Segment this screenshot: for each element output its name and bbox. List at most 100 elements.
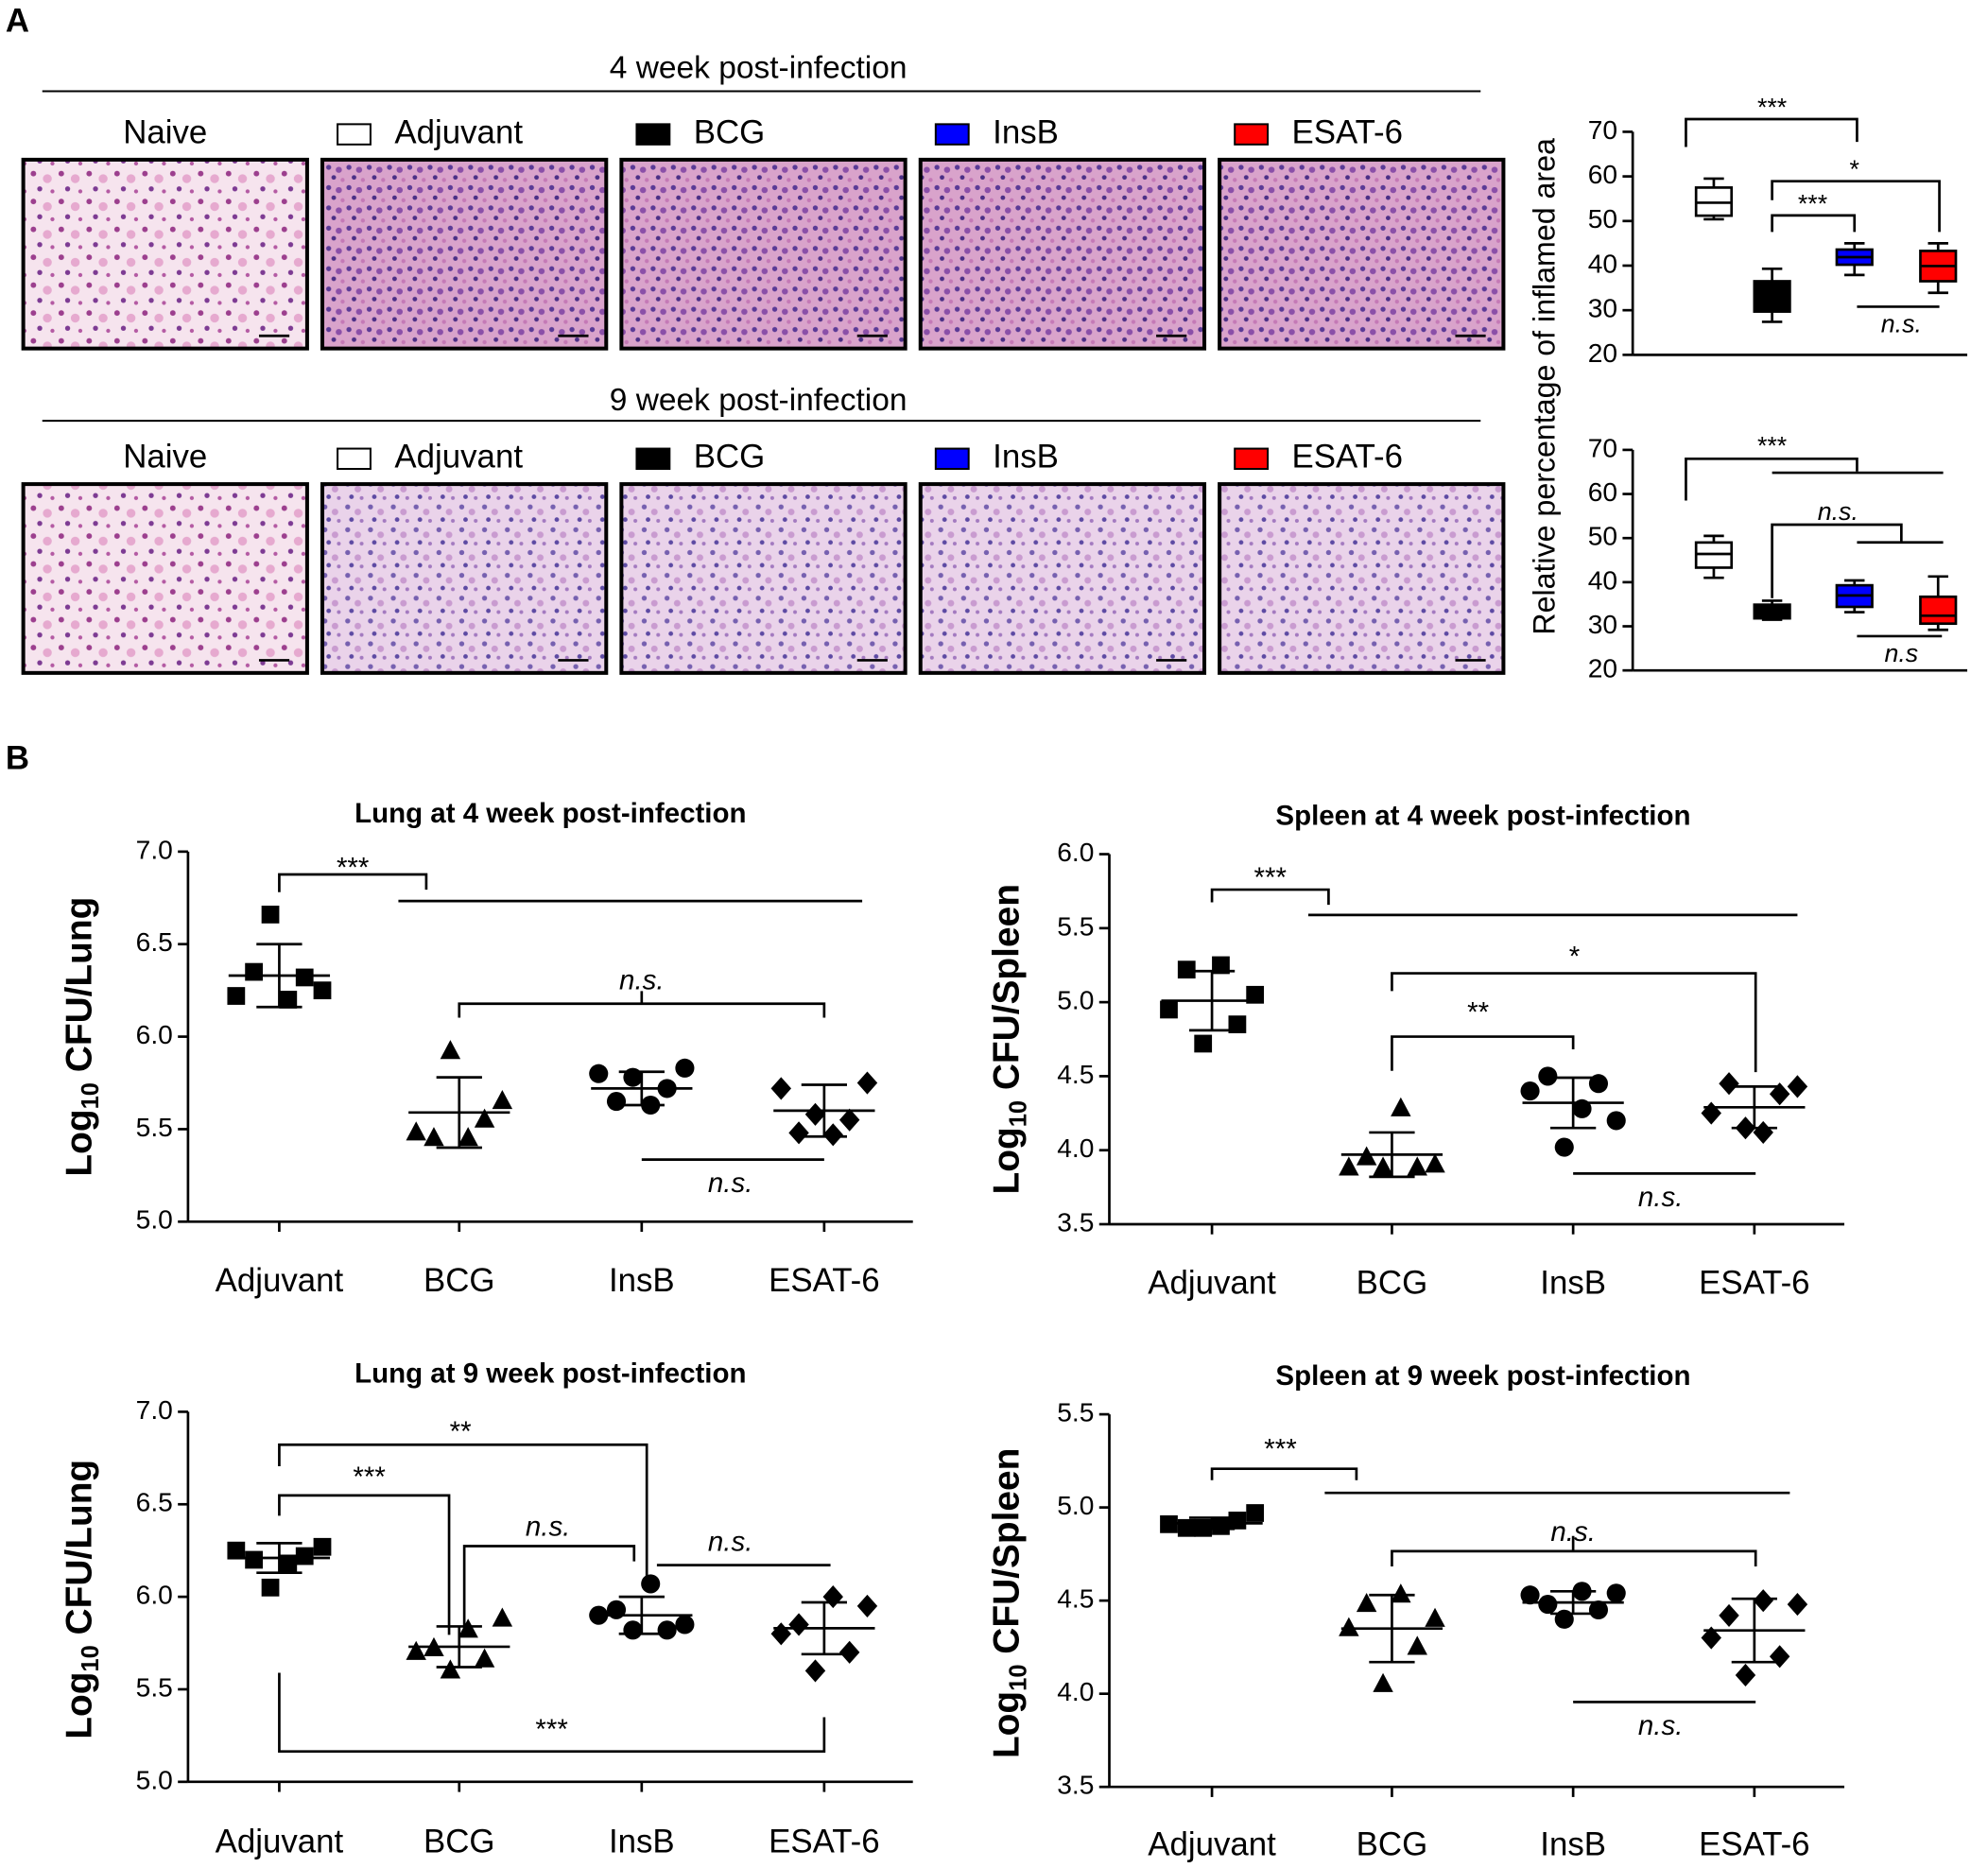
data-point xyxy=(227,987,246,1005)
y-tick-label: 5.5 xyxy=(1057,911,1094,941)
y-tick-label: 70 xyxy=(1588,433,1617,462)
micrograph xyxy=(918,482,1207,675)
group-label: InsB xyxy=(993,113,1059,150)
y-tick-label: 6.5 xyxy=(136,927,173,957)
data-point xyxy=(474,1108,495,1128)
y-axis-label-sub: 10 xyxy=(1005,1664,1031,1690)
data-point xyxy=(1787,1075,1808,1098)
y-axis-label: Log10 CFU/Lung xyxy=(60,897,104,1177)
data-point xyxy=(657,1620,677,1640)
data-point xyxy=(770,1077,792,1100)
legend-swatch xyxy=(934,123,970,146)
data-point xyxy=(770,1622,792,1646)
y-tick-label: 4.5 xyxy=(1057,1060,1094,1089)
data-point xyxy=(1425,1607,1445,1627)
legend-swatch xyxy=(635,123,671,146)
significance-label: n.s. xyxy=(1638,1182,1684,1213)
micrograph xyxy=(1218,157,1506,351)
data-point xyxy=(424,1127,444,1147)
y-axis-label-part: Log xyxy=(987,1691,1028,1758)
data-point xyxy=(1753,1589,1773,1613)
data-point xyxy=(1719,1603,1739,1627)
x-tick-label: BCG xyxy=(1357,1825,1428,1862)
data-point xyxy=(406,1121,426,1141)
data-point xyxy=(1177,960,1196,979)
data-point xyxy=(1538,1066,1558,1086)
y-tick-label: 20 xyxy=(1588,654,1617,683)
significance-label: n.s. xyxy=(1881,310,1922,338)
significance-label: n.s. xyxy=(1818,497,1858,526)
y-axis-label-part: CFU/Lung xyxy=(60,1460,100,1645)
significance-label: *** xyxy=(1757,93,1788,121)
bracket xyxy=(278,1672,826,1754)
x-tick-label: Adjuvant xyxy=(216,1262,344,1299)
micrograph xyxy=(21,482,309,675)
data-point xyxy=(245,962,263,981)
significance-label: ** xyxy=(1467,996,1489,1028)
y-tick-label: 7.0 xyxy=(136,1395,173,1425)
y-tick-label: 5.5 xyxy=(1057,1398,1094,1427)
y-tick-label: 6.0 xyxy=(136,1020,173,1049)
data-point xyxy=(1407,1635,1427,1655)
micrograph xyxy=(320,482,609,675)
data-point xyxy=(1212,1516,1230,1535)
significance-label: *** xyxy=(1798,189,1828,217)
data-point xyxy=(1339,1617,1359,1636)
data-point xyxy=(606,1092,627,1112)
micrograph xyxy=(1218,482,1506,675)
data-point xyxy=(474,1648,495,1668)
micrograph xyxy=(619,157,908,351)
data-point xyxy=(458,1127,478,1147)
data-point xyxy=(641,1574,661,1594)
data-point xyxy=(261,1578,280,1597)
box xyxy=(1753,280,1791,313)
x-tick-label: BCG xyxy=(424,1824,495,1860)
bracket xyxy=(458,991,826,1018)
x-tick-label: Adjuvant xyxy=(1148,1825,1276,1862)
x-tick-label: Adjuvant xyxy=(216,1824,344,1860)
data-point xyxy=(822,1585,843,1609)
y-tick-label: 6.0 xyxy=(136,1581,173,1610)
panel-label: A xyxy=(6,2,29,39)
y-tick-label: 5.0 xyxy=(136,1765,173,1794)
data-point xyxy=(1194,1034,1213,1053)
significance-label: n.s. xyxy=(1638,1710,1684,1741)
legend-swatch xyxy=(635,447,671,471)
data-point xyxy=(1391,1583,1411,1603)
group-label: Naive xyxy=(123,438,207,475)
group-label: InsB xyxy=(993,438,1059,475)
y-tick-label: 40 xyxy=(1588,565,1617,595)
data-point xyxy=(1787,1593,1808,1617)
data-point xyxy=(440,1659,461,1679)
data-point xyxy=(1407,1156,1427,1176)
bracket xyxy=(1391,1535,1757,1566)
chart-title: Spleen at 9 week post-infection xyxy=(1275,1360,1690,1392)
significance-label: *** xyxy=(353,1462,386,1493)
y-axis-label: Log10 CFU/Spleen xyxy=(987,884,1031,1194)
y-axis-label-sub: 10 xyxy=(78,1645,104,1671)
data-point xyxy=(1373,1156,1393,1176)
y-axis-label: Log10 CFU/Lung xyxy=(60,1460,104,1739)
data-point xyxy=(261,906,280,924)
group-label: ESAT-6 xyxy=(1292,438,1403,475)
data-point xyxy=(295,968,314,987)
legend-swatch xyxy=(1234,447,1270,471)
y-axis-label-part: CFU/Lung xyxy=(60,897,100,1082)
data-point xyxy=(227,1541,246,1560)
bracket xyxy=(278,1494,451,1635)
chart-title: Spleen at 4 week post-infection xyxy=(1275,800,1690,831)
bracket xyxy=(1771,180,1941,233)
y-tick-label: 4.0 xyxy=(1057,1133,1094,1163)
bracket xyxy=(1210,1467,1358,1480)
significance-label: n.s xyxy=(1884,639,1918,667)
significance-label: n.s. xyxy=(526,1512,571,1543)
data-point xyxy=(856,1594,878,1617)
data-point xyxy=(492,1607,513,1627)
y-axis-label-part: Log xyxy=(60,1672,100,1739)
significance-label: n.s. xyxy=(708,1168,753,1199)
group-label: BCG xyxy=(694,438,766,475)
y-tick-label: 3.5 xyxy=(1057,1771,1094,1800)
bracket xyxy=(1771,214,1857,233)
data-point xyxy=(804,1659,826,1683)
